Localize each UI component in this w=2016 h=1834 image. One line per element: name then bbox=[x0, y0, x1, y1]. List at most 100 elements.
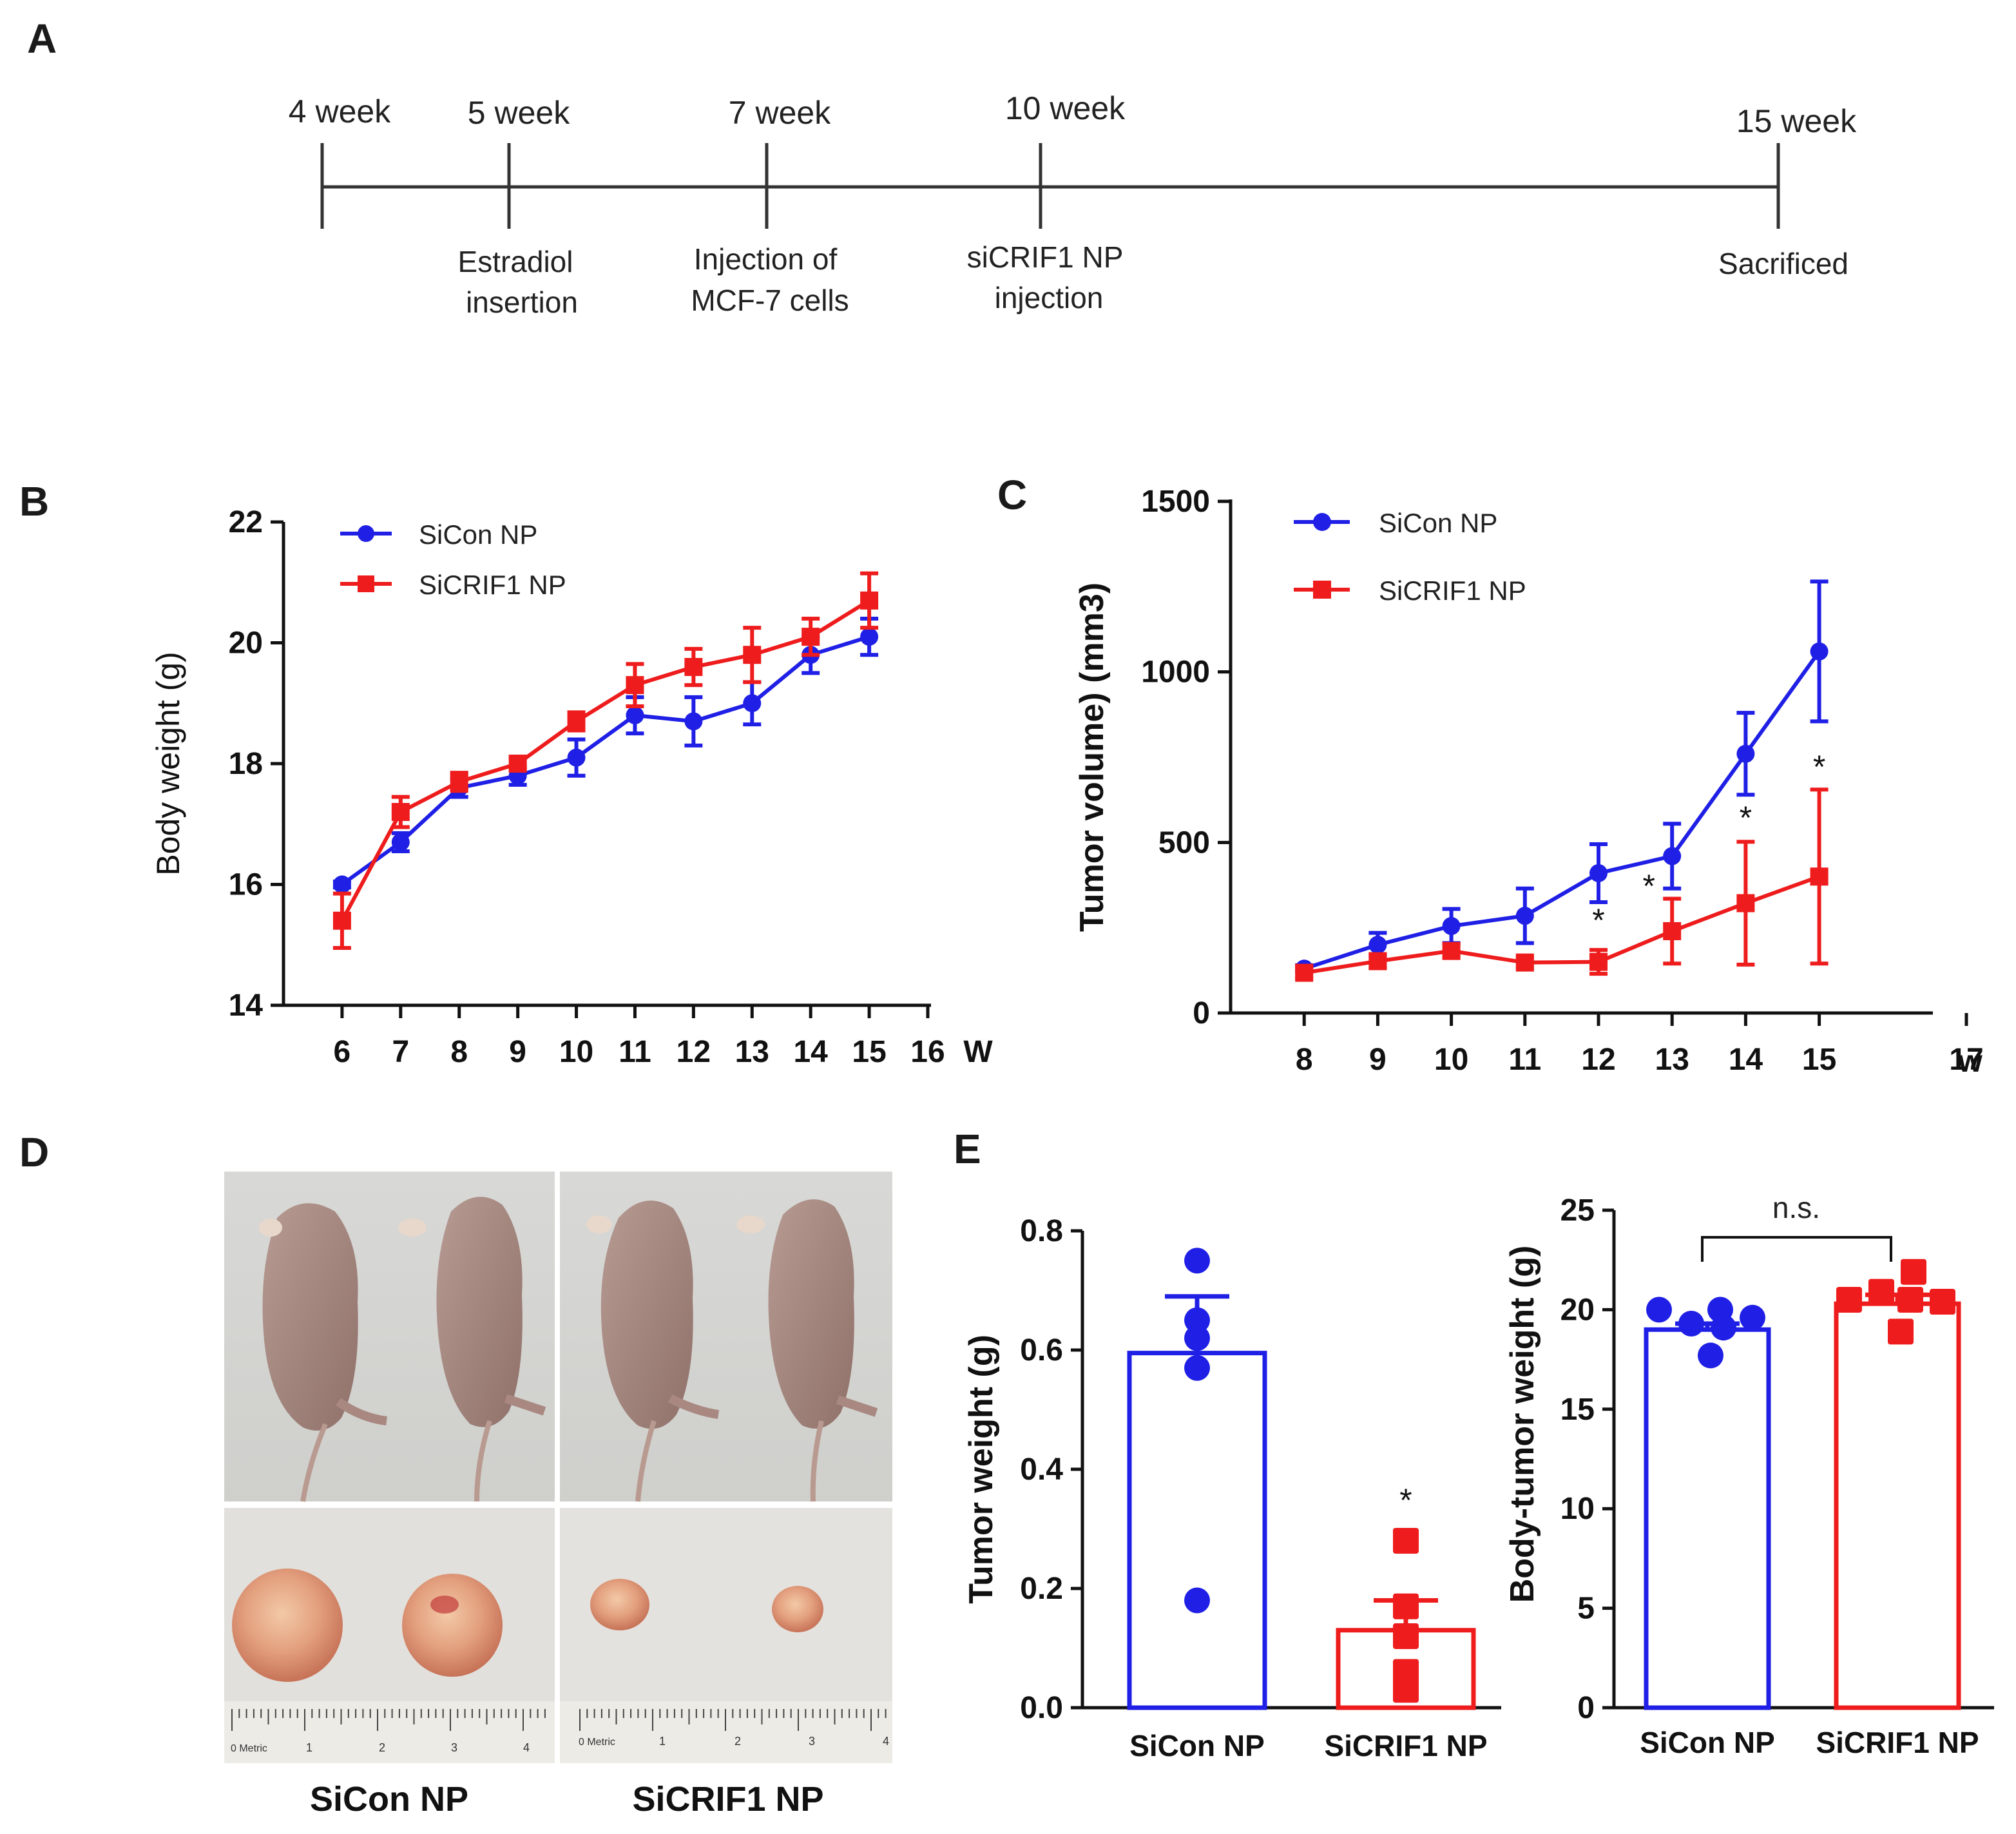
data-point bbox=[391, 833, 410, 851]
data-point bbox=[684, 658, 703, 676]
data-point bbox=[1368, 952, 1387, 970]
significance-star: * bbox=[1592, 902, 1604, 938]
data-point bbox=[1707, 1297, 1733, 1323]
data-point bbox=[1646, 1297, 1672, 1323]
y-tick-label: 0 bbox=[1193, 996, 1210, 1030]
legend-label: SiCRIF1 NP bbox=[419, 570, 566, 600]
chart-c-y-title: Tumor volume) (mm3) bbox=[1073, 583, 1111, 932]
series-sicon-np bbox=[332, 617, 879, 894]
timeline-tick-label: 5 week bbox=[468, 95, 570, 131]
legend-item-sicon: SiCon NP bbox=[340, 519, 537, 550]
ruler-ticks bbox=[231, 1709, 546, 1731]
data-point bbox=[1888, 1318, 1914, 1345]
data-point bbox=[1393, 1623, 1419, 1649]
significance-star: * bbox=[1740, 800, 1752, 836]
timeline-tick-label: 7 week bbox=[729, 95, 831, 131]
timeline-event-line: Sacrificed bbox=[1718, 247, 1848, 280]
panel-label-e: E bbox=[954, 1126, 981, 1172]
timeline-tick-label: 15 week bbox=[1736, 103, 1857, 139]
photo-tumors-sicon: 0 Metric 1 2 3 4 bbox=[224, 1508, 555, 1763]
ruler-text: 0 Metric bbox=[579, 1737, 615, 1748]
data-point bbox=[1184, 1355, 1210, 1381]
data-point bbox=[1868, 1279, 1894, 1305]
y-tick-label: 15 bbox=[1560, 1393, 1595, 1427]
legend-label: SiCRIF1 NP bbox=[1379, 575, 1526, 606]
bar-group-sicon-np bbox=[1127, 1248, 1267, 1710]
data-point bbox=[1589, 864, 1608, 882]
data-point bbox=[1698, 1342, 1723, 1369]
photo-panel: 0 Metric 1 2 3 4 0 Metric 1 2 3 4 SiCon … bbox=[224, 1172, 892, 1819]
chart-c-legend: SiCon NP SiCRIF1 NP bbox=[1294, 508, 1526, 606]
significance-star: * bbox=[1642, 868, 1655, 904]
ruler-number: 2 bbox=[379, 1741, 385, 1754]
data-point bbox=[1901, 1259, 1926, 1285]
chart-e-left-y-title: Tumor weight (g) bbox=[963, 1335, 1000, 1604]
timeline: 4 week 5 week Estradiol insertion 7 week… bbox=[289, 90, 1857, 319]
chart-b-y-title: Body weight (g) bbox=[150, 652, 186, 875]
data-point bbox=[1663, 847, 1682, 865]
significance-star: * bbox=[1399, 1482, 1412, 1518]
comparison-bracket: n.s. bbox=[1701, 1191, 1892, 1262]
series-line bbox=[341, 635, 870, 886]
timeline-tick-label: 10 week bbox=[1005, 90, 1126, 126]
timeline-tick-label: 4 week bbox=[289, 93, 391, 130]
x-tick-label: 8 bbox=[1296, 1043, 1313, 1077]
y-tick-label: 0.2 bbox=[1020, 1572, 1063, 1606]
chart-e-left-bars bbox=[1127, 1248, 1476, 1710]
data-point bbox=[802, 628, 820, 646]
data-point bbox=[450, 773, 468, 791]
data-point bbox=[860, 591, 879, 610]
timeline-event-line: siCRIF1 NP bbox=[967, 240, 1124, 274]
x-tick-label: 9 bbox=[509, 1035, 526, 1069]
bar-group-sicrif1-np bbox=[1834, 1259, 1961, 1710]
bar bbox=[1127, 1351, 1267, 1710]
mouse-image bbox=[398, 1197, 546, 1502]
chart-c-y-ticks: 0 500 1000 1500 bbox=[1141, 485, 1231, 1030]
comparison-label: n.s. bbox=[1772, 1191, 1820, 1224]
tumor-image bbox=[772, 1586, 823, 1632]
y-tick-label: 22 bbox=[229, 505, 263, 539]
data-point bbox=[1295, 963, 1314, 982]
x-tick-label: 15 bbox=[852, 1035, 886, 1069]
timeline-event-line: MCF-7 cells bbox=[691, 284, 849, 317]
legend-item-sicrif1: SiCRIF1 NP bbox=[340, 570, 566, 600]
data-point bbox=[567, 712, 586, 731]
data-point bbox=[1184, 1325, 1210, 1351]
chart-b-x-unit: W bbox=[963, 1035, 993, 1069]
ruler-number: 2 bbox=[734, 1735, 741, 1748]
data-point bbox=[1442, 941, 1461, 960]
chart-e-right-y-ticks: 0 5 10 15 20 25 bbox=[1560, 1193, 1614, 1725]
y-tick-label: 20 bbox=[229, 626, 263, 661]
chart-e-right-y-title: Body-tumor weight (g) bbox=[1504, 1246, 1541, 1603]
y-tick-label: 0.0 bbox=[1020, 1691, 1063, 1725]
ruler-number: 3 bbox=[809, 1735, 815, 1748]
x-tick-label: 7 bbox=[392, 1035, 409, 1069]
chart-b-legend: SiCon NP SiCRIF1 NP bbox=[340, 519, 566, 600]
category-label: SiCon NP bbox=[1129, 1729, 1265, 1762]
x-tick-label: 14 bbox=[793, 1035, 828, 1069]
data-point bbox=[1836, 1286, 1862, 1313]
timeline-event-line: Injection of bbox=[694, 242, 838, 276]
data-point bbox=[1930, 1289, 1955, 1315]
y-tick-label: 0 bbox=[1577, 1691, 1595, 1725]
mouse-image bbox=[586, 1201, 720, 1502]
y-tick-label: 500 bbox=[1158, 825, 1210, 860]
data-point bbox=[508, 755, 527, 773]
x-tick-label: 13 bbox=[735, 1035, 769, 1069]
tumor-image bbox=[590, 1579, 649, 1630]
category-label: SiCRIF1 NP bbox=[1816, 1726, 1979, 1759]
significance-star: * bbox=[1813, 749, 1825, 785]
y-tick-label: 20 bbox=[1560, 1293, 1595, 1327]
chart-e-left: 0.0 0.2 0.4 0.6 0.8 Tumor weight (g) SiCon N… bbox=[963, 1214, 1501, 1762]
legend-item-sicon: SiCon NP bbox=[1294, 508, 1497, 538]
data-point bbox=[1515, 953, 1534, 972]
x-tick-label: 11 bbox=[1508, 1043, 1541, 1077]
panel-label-d: D bbox=[19, 1129, 49, 1175]
mouse-image bbox=[259, 1203, 387, 1502]
data-point bbox=[1810, 642, 1829, 661]
x-tick-label: 9 bbox=[1369, 1043, 1387, 1077]
y-tick-label: 0.4 bbox=[1020, 1453, 1063, 1487]
data-point bbox=[391, 803, 410, 821]
chart-b-y-ticks: 14 16 18 20 22 bbox=[229, 505, 283, 1023]
